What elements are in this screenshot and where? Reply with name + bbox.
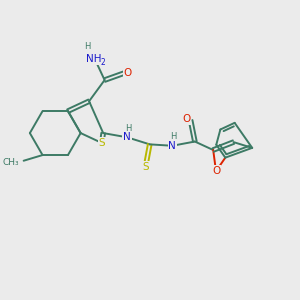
- Text: 2: 2: [101, 58, 106, 67]
- Text: S: S: [142, 162, 149, 172]
- Text: O: O: [182, 114, 190, 124]
- Text: H: H: [125, 124, 132, 133]
- Text: H: H: [84, 42, 90, 51]
- Text: S: S: [98, 138, 105, 148]
- Text: CH₃: CH₃: [3, 158, 20, 166]
- Text: N: N: [123, 132, 131, 142]
- Text: N: N: [168, 141, 176, 151]
- Text: NH: NH: [85, 54, 101, 64]
- Text: O: O: [212, 166, 220, 176]
- Text: O: O: [124, 68, 132, 78]
- Text: H: H: [170, 132, 177, 141]
